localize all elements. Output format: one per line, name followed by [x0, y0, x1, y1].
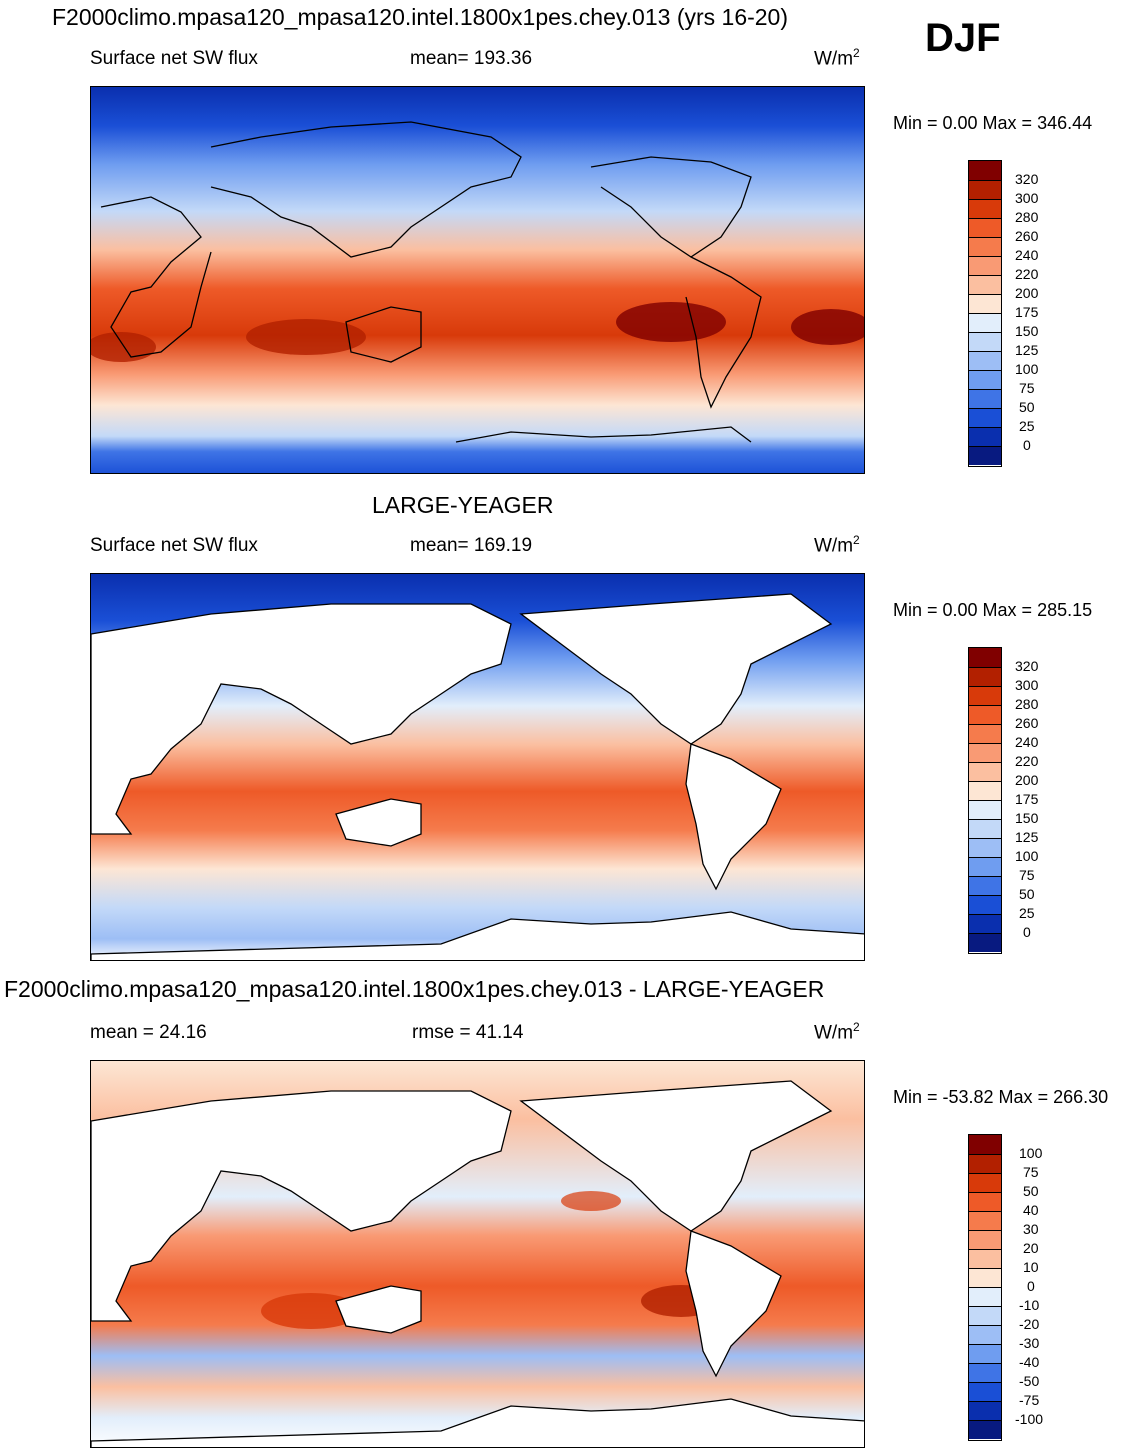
figure-title: F2000climo.mpasa120_mpasa120.intel.1800x… — [52, 4, 789, 30]
panel3-tick: 100 — [1019, 1145, 1043, 1161]
panel1-colorbar — [968, 160, 1002, 467]
panel2-tick: 175 — [1015, 791, 1039, 807]
panel2-tick: 150 — [1015, 810, 1039, 826]
panel2-map — [90, 573, 865, 961]
panel1-tick: 125 — [1015, 342, 1039, 358]
panel2-tick: 50 — [1019, 886, 1035, 902]
panel2-tick: 100 — [1015, 848, 1039, 864]
panel2-tick: 200 — [1015, 772, 1039, 788]
panel3-map — [90, 1060, 865, 1448]
panel1-tick: 50 — [1019, 399, 1035, 415]
panel2-tick: 25 — [1019, 905, 1035, 921]
panel1-mean: mean= 193.36 — [410, 48, 533, 69]
panel1-tick: 175 — [1015, 304, 1039, 320]
panel2-variable: Surface net SW flux — [90, 535, 258, 556]
panel1-tick: 220 — [1015, 266, 1039, 282]
panel3-rmse: rmse = 41.14 — [412, 1022, 524, 1043]
panel1-tick: 75 — [1019, 380, 1035, 396]
panel1-tick: 200 — [1015, 285, 1039, 301]
panel3-tick: -10 — [1019, 1297, 1040, 1313]
panel1-map — [90, 86, 865, 474]
panel3-heading: F2000climo.mpasa120_mpasa120.intel.1800x… — [4, 976, 825, 1002]
panel1-tick: 0 — [1023, 437, 1031, 453]
panel3-tick: -40 — [1019, 1354, 1040, 1370]
panel1-tick: 150 — [1015, 323, 1039, 339]
panel1-units: W/m2 — [814, 46, 860, 70]
panel2-tick: 220 — [1015, 753, 1039, 769]
panel2-colorbar — [968, 647, 1002, 954]
panel2-units: W/m2 — [814, 533, 860, 557]
panel2-tick: 125 — [1015, 829, 1039, 845]
panel3-tick: -75 — [1019, 1392, 1040, 1408]
panel1-minmax: Min = 0.00 Max = 346.44 — [893, 113, 1093, 133]
panel1-tick: 240 — [1015, 247, 1039, 263]
panel1-tick: 260 — [1015, 228, 1039, 244]
panel1-tick: 25 — [1019, 418, 1035, 434]
panel1-tick: 320 — [1015, 171, 1039, 187]
panel3-tick: -30 — [1019, 1335, 1040, 1351]
panel2-heading: LARGE-YEAGER — [372, 492, 554, 518]
panel1-variable: Surface net SW flux — [90, 48, 258, 69]
panel3-tick: -20 — [1019, 1316, 1040, 1332]
panel2-tick: 260 — [1015, 715, 1039, 731]
panel3-minmax: Min = -53.82 Max = 266.30 — [893, 1087, 1109, 1107]
panel2-tick: 300 — [1015, 677, 1039, 693]
panel2-tick: 240 — [1015, 734, 1039, 750]
panel3-tick: 30 — [1023, 1221, 1039, 1237]
panel3-tick: 0 — [1027, 1278, 1035, 1294]
panel1-tick: 300 — [1015, 190, 1039, 206]
panel3-tick: 10 — [1023, 1259, 1039, 1275]
panel3-tick: 75 — [1023, 1164, 1039, 1180]
season-label: DJF — [925, 16, 1001, 60]
panel3-tick: 50 — [1023, 1183, 1039, 1199]
panel3-tick: 20 — [1023, 1240, 1039, 1256]
panel3-colorbar — [968, 1134, 1002, 1441]
panel1-tick: 280 — [1015, 209, 1039, 225]
panel3-tick: -50 — [1019, 1373, 1040, 1389]
panel3-tick: 40 — [1023, 1202, 1039, 1218]
panel1-tick: 100 — [1015, 361, 1039, 377]
panel2-mean: mean= 169.19 — [410, 535, 533, 556]
panel2-minmax: Min = 0.00 Max = 285.15 — [893, 600, 1093, 620]
panel2-tick: 320 — [1015, 658, 1039, 674]
panel3-units: W/m2 — [814, 1020, 860, 1044]
panel2-tick: 280 — [1015, 696, 1039, 712]
panel2-tick: 0 — [1023, 924, 1031, 940]
panel2-tick: 75 — [1019, 867, 1035, 883]
panel3-tick: -100 — [1015, 1411, 1044, 1427]
panel3-mean: mean = 24.16 — [90, 1022, 207, 1043]
